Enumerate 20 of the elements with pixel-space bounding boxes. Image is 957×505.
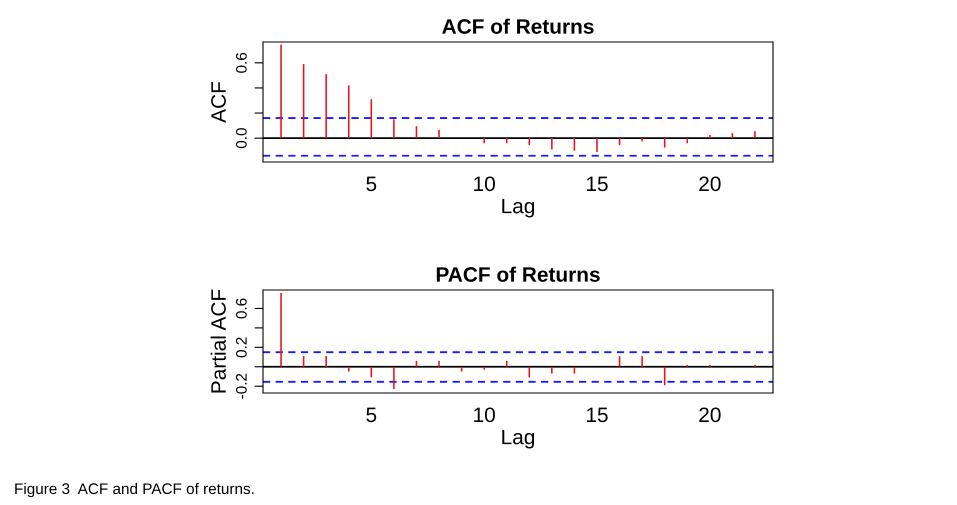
- x-tick-label: 10: [474, 407, 495, 422]
- y-tick-label: 0.2: [236, 337, 247, 358]
- chart-title: PACF of Returns: [436, 266, 600, 282]
- y-axis-title: Partial ACF: [210, 290, 226, 392]
- y-tick-label: 0.6: [236, 52, 247, 73]
- x-tick-label: 20: [699, 407, 721, 422]
- y-tick-label: 0.0: [236, 128, 247, 148]
- x-tick-label: 5: [366, 176, 376, 192]
- y-axis-title: ACF: [211, 82, 226, 123]
- caption: Figure 3 ACF and PACF of returns.: [15, 482, 254, 498]
- x-axis-title: Lag: [502, 430, 534, 449]
- x-axis-title: Lag: [502, 198, 534, 218]
- y-tick-label: -0.2: [236, 374, 247, 399]
- y-tick-label: 0.6: [236, 298, 247, 318]
- chart-title: ACF of Returns: [442, 18, 594, 34]
- x-tick-label: 20: [699, 176, 721, 192]
- x-tick-label: 5: [366, 408, 376, 422]
- x-tick-label: 10: [474, 176, 495, 192]
- x-tick-label: 15: [586, 176, 608, 192]
- x-tick-label: 15: [586, 408, 608, 422]
